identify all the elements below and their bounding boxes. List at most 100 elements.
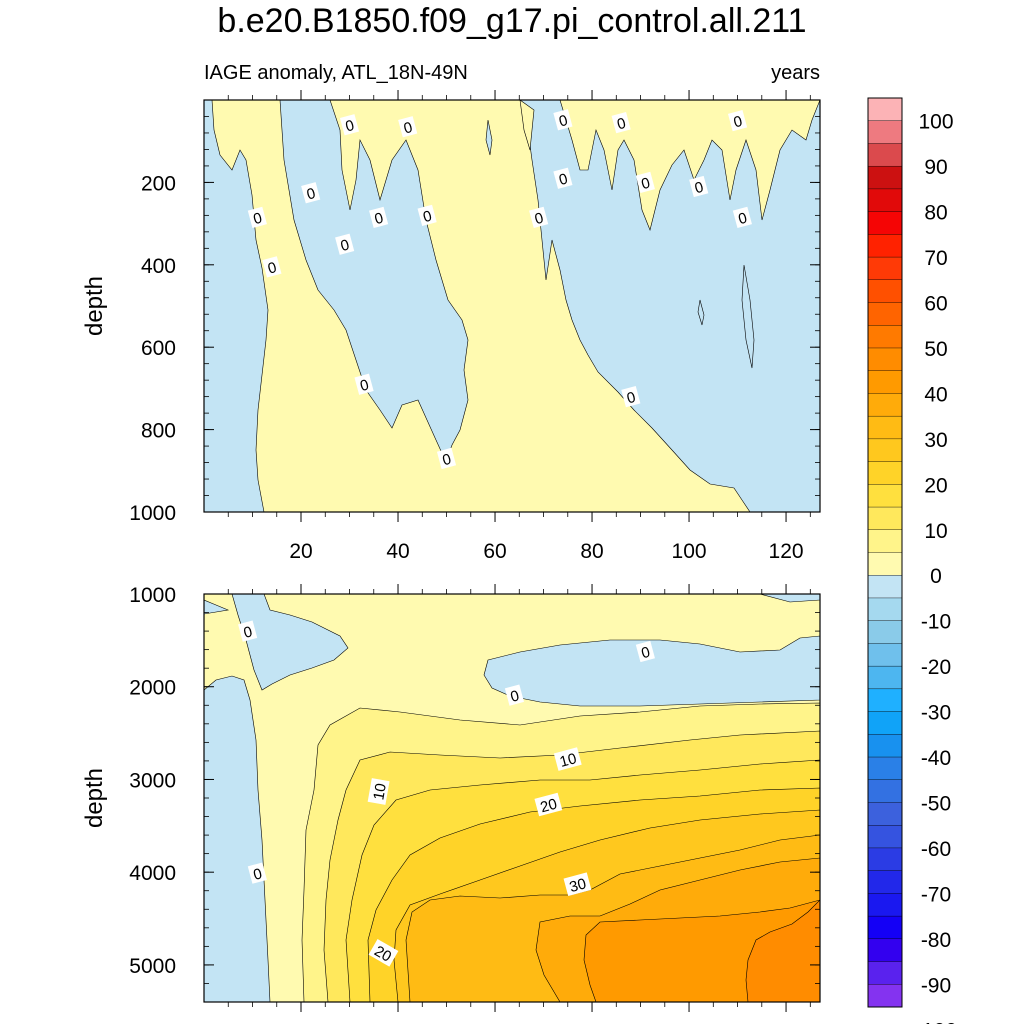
lower-negative-sliver [204, 599, 230, 615]
lower-band-45-50 [745, 899, 820, 1002]
colorbar-swatch [867, 393, 903, 417]
upper-plot-frame [203, 99, 821, 513]
contour-label-text: 20 [371, 943, 394, 966]
lower-negative-region-topleft [231, 594, 349, 691]
colorbar-swatch [867, 302, 903, 326]
contour-label-bg [369, 206, 389, 229]
upper-negative-blob-2 [697, 299, 705, 326]
colorbar-swatch [867, 552, 903, 576]
lower-y-axis-label: depth [81, 768, 108, 828]
contour-label-bg [611, 112, 631, 134]
contour-label-bg [335, 233, 355, 255]
contour-label-bg [247, 862, 267, 884]
lower-y-tick-label: 3000 [129, 769, 176, 792]
colorbar-swatch [867, 370, 903, 394]
colorbar-swatch [867, 711, 903, 735]
colorbar-swatch [867, 97, 903, 122]
contour-label-bg [301, 182, 321, 204]
upper-negative-region-wedge [279, 100, 469, 463]
contour-label-bg [354, 373, 374, 395]
colorbar-swatch [867, 779, 903, 803]
upper-contour-label: 0 [436, 447, 457, 470]
upper-contour-label: 0 [262, 256, 282, 278]
colorbar-swatch [867, 438, 903, 463]
colorbar-swatch [867, 665, 903, 690]
upper-contour-label: 0 [247, 206, 267, 229]
lower-y-tick-label: 1000 [129, 584, 176, 607]
colorbar-swatch [867, 802, 903, 826]
colorbar-swatch [867, 234, 903, 258]
contour-label-bg [534, 792, 563, 817]
contour-label-bg [368, 939, 399, 967]
upper-x-tick-label: 40 [386, 540, 409, 563]
upper-negative-region-right [519, 100, 820, 512]
upper-contour-label: 0 [335, 233, 355, 255]
colorbar-label: -20 [921, 656, 951, 679]
contour-label-text: 10 [558, 750, 579, 771]
upper-contour-label: 0 [621, 386, 641, 408]
upper-contour-label: 0 [398, 116, 418, 138]
colorbar-label: 70 [924, 247, 947, 270]
colorbar-swatch [867, 484, 903, 508]
colorbar-swatch [867, 188, 903, 213]
upper-contour-fill [204, 100, 820, 512]
contour-label-bg [436, 447, 457, 470]
colorbar-label: -30 [921, 702, 951, 725]
contour-label-bg [635, 640, 655, 663]
colorbar-label: -90 [921, 974, 951, 997]
contour-label-bg [339, 114, 360, 136]
upper-y-tick-label: 1000 [129, 502, 176, 525]
colorbar-swatch [867, 575, 903, 599]
contour-label-bg [727, 109, 748, 132]
contour-label-bg [732, 206, 752, 229]
lower-y-tick-label: 2000 [129, 677, 176, 700]
contour-label-text: 10 [370, 782, 390, 801]
colorbar-swatch [867, 325, 903, 349]
upper-y-tick-label: 400 [141, 255, 176, 278]
colorbar-frame [867, 97, 903, 1008]
upper-contour-label: 0 [529, 206, 549, 229]
colorbar-swatch [867, 961, 903, 985]
lower-y-tick-label: 4000 [129, 862, 176, 885]
upper-contour-label: 0 [732, 206, 752, 229]
colorbar-swatch [867, 143, 903, 167]
upper-x-tick-label: 20 [289, 540, 312, 563]
lower-contour-label: 30 [563, 872, 592, 896]
contour-label-bg [529, 206, 549, 229]
colorbar-swatch [867, 688, 903, 713]
colorbar-label: 60 [924, 293, 947, 316]
colorbar-swatch [867, 211, 903, 235]
colorbar-label: 0 [930, 565, 942, 588]
colorbar-swatch [867, 847, 903, 872]
colorbar-swatch [867, 870, 903, 894]
upper-contour-label: 0 [553, 109, 573, 131]
contour-label-bg [553, 167, 573, 189]
colorbar-swatch [867, 734, 903, 758]
contour-label-bg [247, 206, 267, 229]
upper-x-tick-label: 60 [483, 540, 506, 563]
lower-negative-strip-top [759, 594, 820, 603]
lower-contour-labels: 0 0 0 10 10 20 0 30 20 [238, 620, 655, 967]
upper-contour-label: 0 [727, 109, 748, 132]
colorbar-swatch [867, 893, 903, 917]
lower-contour-label: 20 [368, 939, 399, 967]
upper-y-tick-label: 600 [141, 337, 176, 360]
colorbar-swatch [867, 506, 903, 531]
lower-contour-label: 0 [504, 684, 524, 706]
contour-label-bg [553, 747, 582, 771]
colorbar-swatch [867, 279, 903, 304]
colorbar-swatch [867, 620, 903, 644]
upper-contour-label: 0 [417, 204, 437, 226]
contour-label-bg [621, 386, 641, 408]
upper-contour-label: 0 [339, 114, 360, 136]
colorbar-swatch [867, 165, 903, 190]
colorbar-label: -60 [921, 838, 951, 861]
colorbar-swatch [867, 529, 903, 554]
contour-label-bg [262, 256, 282, 278]
colorbar-label: 90 [924, 156, 947, 179]
colorbar-swatch [867, 915, 903, 940]
colorbar-swatch [867, 415, 903, 440]
